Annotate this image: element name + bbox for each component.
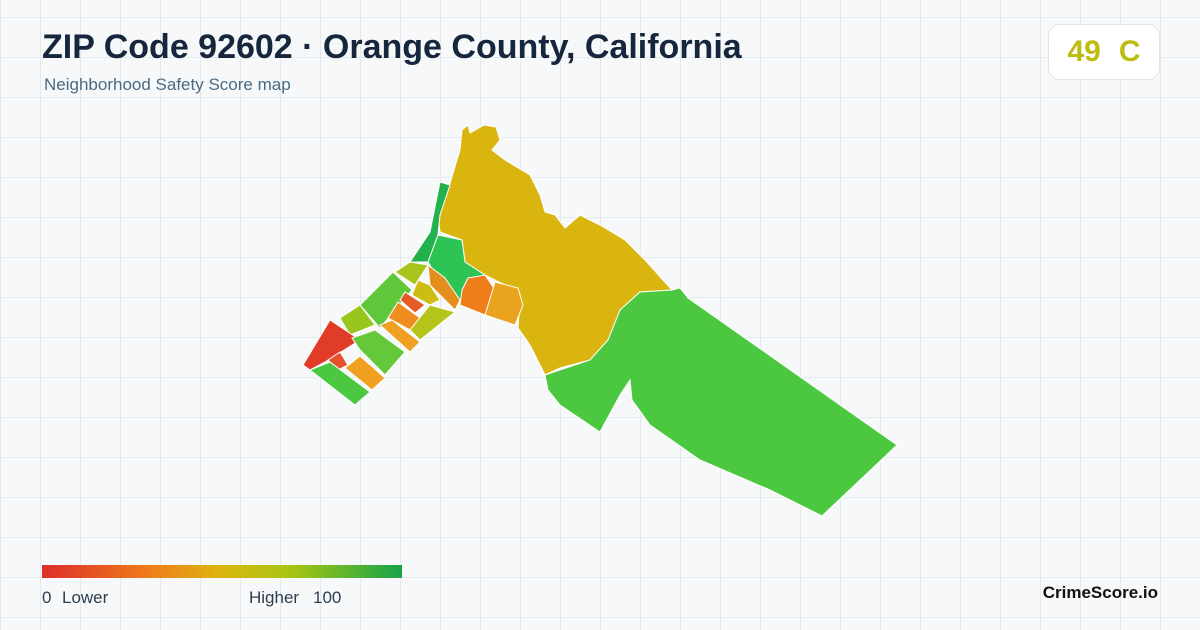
legend-max-label: Higher	[249, 588, 300, 607]
score-badge: 49 C	[1048, 24, 1160, 80]
header: ZIP Code 92602 · Orange County, Californ…	[0, 0, 1200, 96]
area	[379, 319, 421, 353]
brand: CrimeScore.io	[1042, 583, 1158, 602]
area	[409, 304, 457, 341]
score-value: 49	[1067, 35, 1101, 68]
area	[394, 261, 429, 286]
area	[344, 355, 386, 391]
area	[359, 271, 413, 329]
legend-bar	[42, 565, 402, 578]
score-grade: C	[1118, 35, 1141, 68]
area	[309, 361, 371, 406]
area	[484, 281, 524, 326]
area	[351, 329, 406, 376]
area	[411, 279, 441, 306]
legend-min: 0	[42, 588, 52, 607]
area	[399, 291, 426, 314]
legend-max: 100	[313, 588, 342, 607]
area	[544, 287, 898, 517]
title: ZIP Code 92602 · Orange County, Californ…	[42, 28, 742, 66]
subtitle: Neighborhood Safety Score map	[44, 75, 291, 94]
area	[339, 304, 376, 336]
legend-min-label: Lower	[62, 588, 109, 607]
